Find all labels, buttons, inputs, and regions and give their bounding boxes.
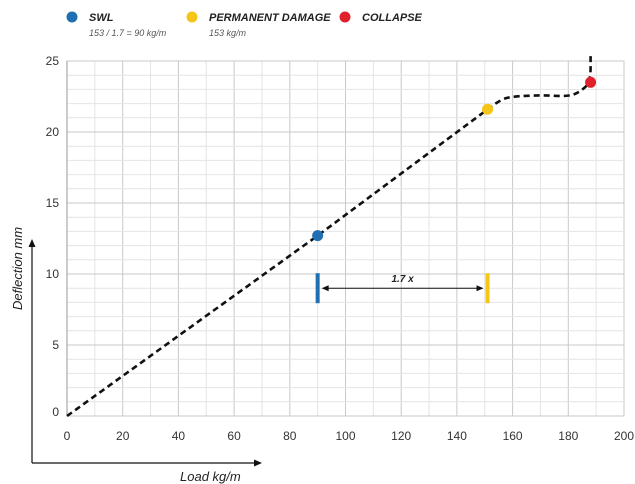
x-tick-label: 40 [172, 429, 186, 443]
x-tick-label: 200 [614, 429, 634, 443]
point-marker [585, 76, 597, 88]
x-tick-label: 0 [64, 429, 71, 443]
legend-label: COLLAPSE [362, 12, 423, 24]
legend-label: SWL [89, 12, 114, 24]
y-tick-label: 20 [46, 125, 60, 139]
y-tick-label: 25 [46, 54, 60, 68]
key-points [312, 76, 597, 242]
ratio-arrowhead-left [321, 285, 329, 292]
y-axis-ticks: 0 5 10 15 20 25 [46, 54, 60, 419]
x-axis-title: Load kg/m [180, 469, 241, 484]
legend-marker [339, 11, 351, 23]
legend: SWL 153 / 1.7 = 90 kg/m PERMANENT DAMAGE 15… [66, 11, 423, 38]
x-tick-label: 120 [391, 429, 411, 443]
y-tick-label: 15 [46, 196, 60, 210]
series-line [66, 53, 592, 418]
legend-sublabel: 153 / 1.7 = 90 kg/m [89, 28, 167, 38]
y-tick-label: 0 [52, 405, 59, 419]
y-tick-label: 10 [46, 267, 60, 281]
x-tick-label: 140 [447, 429, 467, 443]
point-marker [482, 103, 494, 115]
data-series [66, 53, 592, 418]
x-axis-arrowhead [254, 459, 262, 467]
x-tick-label: 80 [283, 429, 297, 443]
legend-marker [66, 11, 78, 23]
y-tick-label: 5 [52, 338, 59, 352]
chart-grid [66, 60, 625, 417]
x-tick-label: 60 [227, 429, 241, 443]
ratio-annotation: 1.7 x [315, 273, 490, 304]
y-axis-arrowhead [28, 239, 36, 247]
point-marker [312, 230, 324, 242]
x-tick-label: 20 [116, 429, 130, 443]
axis-titles: Load kg/m Deflection mm [10, 227, 262, 484]
x-tick-label: 180 [558, 429, 578, 443]
x-axis-ticks: 0 20 40 60 80 100 120 140 160 180 200 [64, 429, 635, 443]
ratio-label: 1.7 x [391, 274, 414, 285]
ratio-arrowhead-right [476, 285, 484, 292]
y-axis-title: Deflection mm [10, 227, 25, 310]
legend-label: PERMANENT DAMAGE [209, 12, 331, 24]
legend-sublabel: 153 kg/m [209, 28, 247, 38]
x-tick-label: 100 [335, 429, 355, 443]
x-tick-label: 160 [503, 429, 523, 443]
legend-marker [186, 11, 198, 23]
